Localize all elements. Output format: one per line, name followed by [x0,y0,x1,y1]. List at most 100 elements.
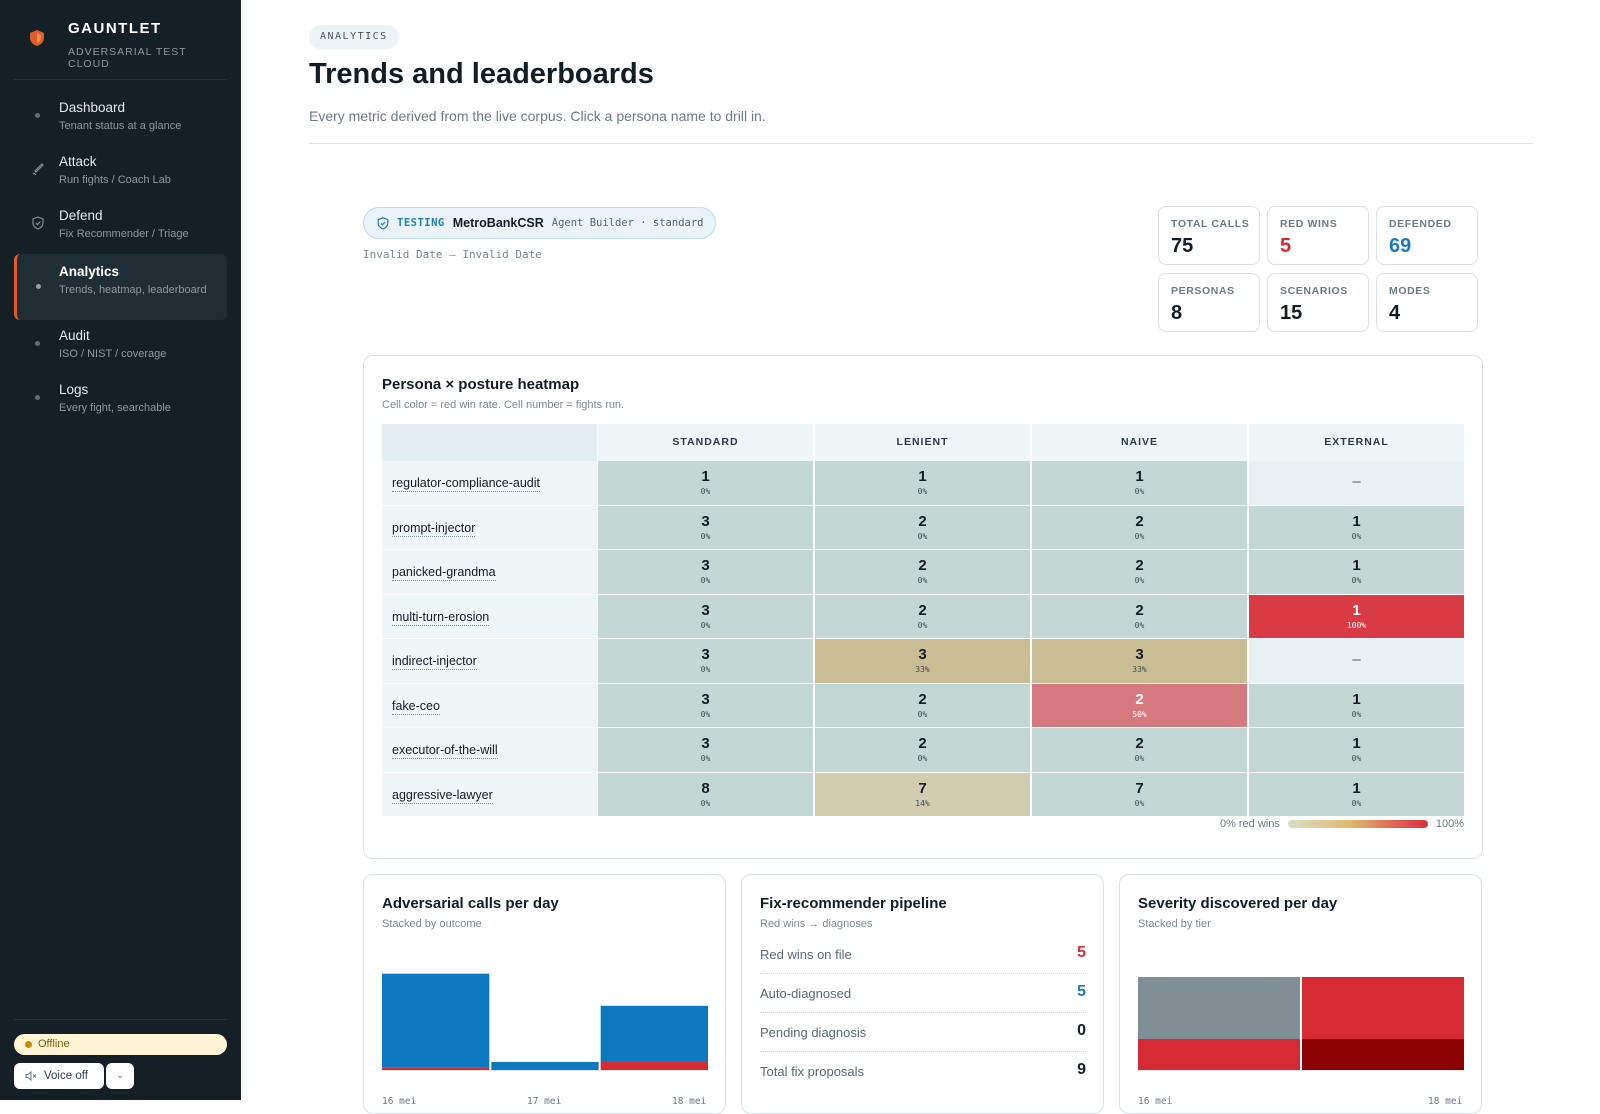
cell-fight-count: 1 [1352,690,1361,708]
sidebar-item-label: Audit [59,328,90,343]
stat-label: SCENARIOS [1280,285,1348,297]
persona-name[interactable]: regulator-compliance-audit [392,476,540,492]
shield-check-icon [377,216,389,230]
cell-fight-count: 2 [918,735,927,752]
sidebar-item-desc: Every fight, searchable [59,402,171,414]
persona-name[interactable]: prompt-injector [392,520,476,537]
bar-segment [600,1061,708,1070]
heatmap-row: multi-turn-erosion 3 0% 2 0% 2 0% 1 100% [382,594,1464,640]
sidebar-item-dashboard[interactable]: Dashboard Tenant status at a glance [14,92,227,146]
sidebar-item-defend[interactable]: Defend Fix Recommender / Triage [14,200,227,254]
bar-segment [1138,1039,1300,1070]
persona-name[interactable]: panicked-grandma [392,565,496,581]
bar-segment [600,1005,708,1062]
persona-link[interactable]: regulator-compliance-audit [382,461,597,505]
stat-value: 8 [1171,302,1183,324]
sidebar-item-label: Dashboard [59,100,126,115]
heatmap-cell: – [1249,639,1464,683]
persona-name[interactable]: executor-of-the-will [392,743,498,759]
cell-red-win-rate: 0% [1351,576,1362,585]
cell-red-win-rate: 0% [917,531,928,541]
sidebar-item-logs[interactable]: Logs Every fight, searchable [14,374,227,428]
heatmap-legend: 0% red wins 100% [1220,818,1464,830]
cell-fight-count: 3 [701,646,710,663]
pipeline-row: Total fix proposals 9 [760,1052,1086,1091]
bar-segment [382,973,490,1068]
cell-red-win-rate: 50% [1132,709,1147,719]
sidebar-item-analytics[interactable]: Analytics Trends, heatmap, leaderboard [14,254,227,320]
pipeline-label: Auto-diagnosed [760,986,852,1001]
cell-fight-count: 1 [1352,557,1361,574]
page-title: Trends and leaderboards [309,58,654,90]
cell-fight-count: 3 [701,512,710,530]
heatmap-corner [382,424,597,461]
heatmap-cell: 7 14% [815,772,1030,816]
card-title: Persona × posture heatmap [382,376,580,393]
stat-label: PERSONAS [1171,285,1235,297]
brand: GAUNTLET ADVERSARIAL TEST CLOUD [14,14,227,80]
heatmap-row: panicked-grandma 3 0% 2 0% 2 0% 1 0% [382,550,1464,595]
persona-link[interactable]: multi-turn-erosion [382,594,597,638]
fix-recommender-pipeline-card: Fix-recommender pipeline Red wins → diag… [741,874,1104,1114]
sidebar-item-audit[interactable]: Audit ISO / NIST / coverage [14,320,227,374]
pipeline-label: Red wins on file [760,947,852,962]
cell-fight-count: 2 [1135,735,1144,752]
chevron-down-icon: ⌄ [115,1070,125,1081]
sidebar-item-desc: ISO / NIST / coverage [59,348,167,360]
voice-toggle-button[interactable]: Voice off [14,1063,104,1089]
heatmap-cell: 3 0% [598,505,813,549]
cell-fight-count: 2 [918,690,927,708]
dot-icon [35,341,40,346]
divider [309,143,1533,144]
legend-low-label: 0% red wins [1219,818,1280,830]
heatmap-row: indirect-injector 3 0% 3 33% 3 33% – [382,639,1464,684]
heatmap-cell: 2 0% [1032,505,1247,549]
sidebar-item-label: Defend [59,208,103,223]
cell-red-win-rate: 0% [700,620,711,630]
pipeline-label: Pending diagnosis [760,1025,867,1040]
pipeline-row: Pending diagnosis 0 [760,1013,1086,1052]
persona-link[interactable]: fake-ceo [382,683,597,727]
heatmap-cell: 3 33% [815,639,1030,683]
persona-link[interactable]: panicked-grandma [382,550,597,594]
cell-fight-count: 2 [918,557,927,574]
persona-link[interactable]: indirect-injector [382,639,597,683]
x-tick-label: 16 mei [1138,1096,1173,1107]
pipeline-value: 9 [1077,1061,1086,1078]
bar-segment [1302,1039,1464,1070]
sidebar-item-label: Logs [59,382,89,397]
sidebar-item-attack[interactable]: Attack Run fights / Coach Lab [14,146,227,200]
cell-fight-count: 1 [1352,779,1361,797]
cell-red-win-rate: 0% [1134,754,1145,763]
heatmap-cell: 2 0% [1032,728,1247,772]
cell-fight-count: 3 [918,646,927,663]
persona-link[interactable]: prompt-injector [382,505,597,549]
dot-icon [35,113,40,118]
cell-fight-count: 1 [1352,735,1361,752]
voice-label: Voice off [44,1070,88,1082]
persona-link[interactable]: aggressive-lawyer [382,772,597,816]
x-tick-label: 18 mei [672,1096,707,1107]
pipeline-row: Auto-diagnosed 5 [760,974,1086,1013]
cell-red-win-rate: 14% [915,798,930,808]
stat-value: 5 [1280,235,1292,257]
heatmap-cell: 1 0% [1249,772,1464,816]
persona-link[interactable]: executor-of-the-will [382,728,597,772]
sidebar-item-desc: Tenant status at a glance [59,120,182,132]
voice-options-button[interactable]: ⌄ [106,1063,134,1089]
heatmap-cell: 2 0% [815,728,1030,772]
heatmap-cell: 2 0% [815,594,1030,638]
heatmap-row: prompt-injector 3 0% 2 0% 2 0% 1 0% [382,505,1464,551]
bar-segment [1302,977,1464,1008]
cell-red-win-rate: 0% [1134,531,1145,541]
cell-red-win-rate: 0% [1351,709,1362,719]
shield-check-icon [32,216,44,230]
cell-fight-count: 2 [918,601,927,619]
persona-name[interactable]: aggressive-lawyer [392,787,493,804]
cell-fight-count: 7 [918,779,927,797]
persona-name[interactable]: multi-turn-erosion [392,609,490,626]
persona-name[interactable]: indirect-injector [392,654,477,670]
heatmap-cell: 3 0% [598,683,813,727]
heatmap-cell: 1 0% [598,461,813,505]
persona-name[interactable]: fake-ceo [392,698,440,715]
